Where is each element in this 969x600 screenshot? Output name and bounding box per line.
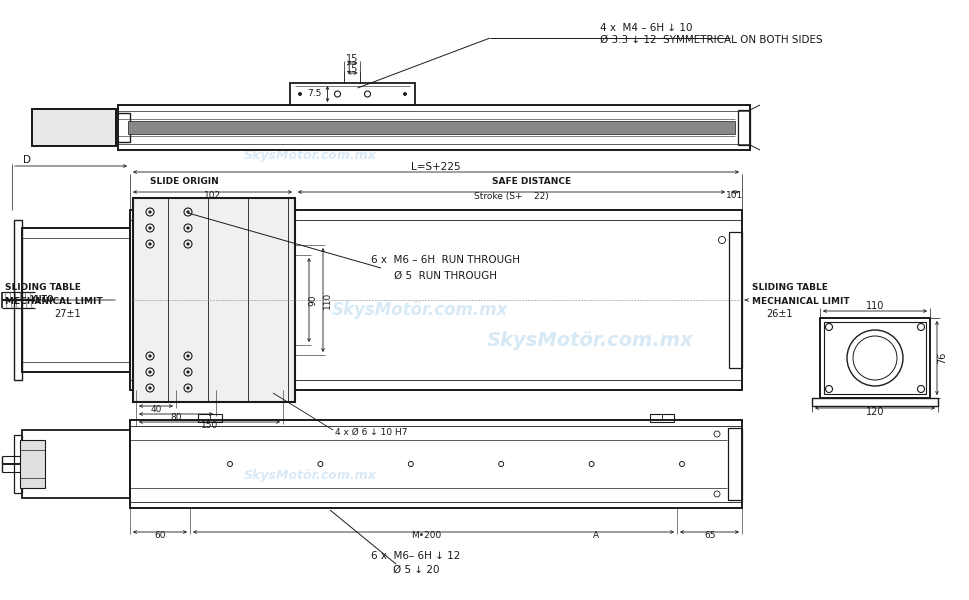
Bar	[32, 109, 116, 146]
Text: MECHANICAL LIMIT: MECHANICAL LIMIT	[751, 296, 849, 305]
Text: 150: 150	[201, 421, 218, 431]
Bar	[130, 210, 741, 390]
Text: D: D	[23, 155, 31, 165]
Text: 101: 101	[726, 191, 743, 200]
Bar	[20, 440, 45, 488]
Text: 15: 15	[346, 64, 359, 74]
Text: 6 x  M6– 6H ↓ 12: 6 x M6– 6H ↓ 12	[371, 551, 460, 561]
Bar	[819, 318, 929, 398]
Text: 4 x  M4 – 6H ↓ 10: 4 x M4 – 6H ↓ 10	[600, 23, 692, 33]
Bar	[14, 435, 22, 493]
Bar	[32, 109, 116, 146]
Text: SAFE DISTANCE: SAFE DISTANCE	[491, 178, 571, 187]
Text: L=S+225: L=S+225	[411, 162, 460, 172]
Text: SkysMotör.com.mx: SkysMotör.com.mx	[486, 331, 693, 349]
Text: Ø 3.3 ↓ 12  SYMMETRICAL ON BOTH SIDES: Ø 3.3 ↓ 12 SYMMETRICAL ON BOTH SIDES	[600, 35, 822, 45]
Text: SkysMotör.com.mx: SkysMotör.com.mx	[243, 148, 376, 161]
Text: SkysMotör.com.mx: SkysMotör.com.mx	[331, 301, 508, 319]
Text: MECHANICAL LIMIT: MECHANICAL LIMIT	[5, 296, 103, 305]
Text: M•200: M•200	[411, 532, 441, 541]
Text: SkysMotör.com.mx: SkysMotör.com.mx	[243, 469, 376, 481]
Circle shape	[187, 387, 189, 389]
Bar	[649, 414, 673, 422]
Circle shape	[298, 92, 301, 95]
Bar	[737, 110, 749, 145]
Text: 26±1: 26±1	[766, 309, 793, 319]
Bar	[116, 113, 130, 142]
Circle shape	[148, 211, 151, 213]
Text: 65: 65	[703, 532, 715, 541]
Text: 60: 60	[154, 532, 166, 541]
Circle shape	[148, 243, 151, 245]
Bar	[128, 121, 735, 134]
Text: 110: 110	[322, 292, 331, 308]
Circle shape	[148, 355, 151, 357]
Text: 40: 40	[150, 406, 162, 415]
Text: 6 x  M6 – 6H  RUN THROUGH: 6 x M6 – 6H RUN THROUGH	[371, 255, 520, 265]
Bar	[823, 322, 925, 394]
Circle shape	[187, 227, 189, 229]
Bar	[198, 414, 222, 422]
Bar	[811, 398, 937, 406]
Bar	[14, 220, 22, 380]
Bar	[728, 428, 741, 500]
Circle shape	[403, 92, 406, 95]
Text: 120: 120	[865, 407, 884, 417]
Circle shape	[187, 371, 189, 373]
Text: 7.5: 7.5	[307, 89, 321, 98]
Text: 27±1: 27±1	[54, 309, 81, 319]
Text: 102: 102	[203, 191, 221, 200]
Circle shape	[187, 355, 189, 357]
Text: 4 x Ø 6 ↓ 10 H7: 4 x Ø 6 ↓ 10 H7	[334, 427, 407, 437]
Text: 90: 90	[308, 294, 317, 306]
Circle shape	[187, 211, 189, 213]
Text: Ø 5  RUN THROUGH: Ø 5 RUN THROUGH	[394, 271, 497, 281]
Text: SLIDE ORIGIN: SLIDE ORIGIN	[150, 178, 219, 187]
Bar	[118, 105, 749, 150]
Text: Ø 5 ↓ 20: Ø 5 ↓ 20	[392, 565, 439, 575]
Text: YUTO: YUTO	[30, 295, 53, 304]
Text: SLIDING TABLE: SLIDING TABLE	[751, 283, 827, 292]
Text: 76: 76	[936, 352, 946, 364]
Circle shape	[148, 227, 151, 229]
Circle shape	[148, 387, 151, 389]
Bar	[729, 232, 741, 368]
Bar	[130, 420, 741, 508]
Bar	[133, 198, 295, 402]
Text: A: A	[592, 532, 599, 541]
Circle shape	[187, 243, 189, 245]
Text: 110: 110	[865, 301, 884, 311]
Circle shape	[148, 371, 151, 373]
Text: Stroke (S+    22): Stroke (S+ 22)	[474, 191, 548, 200]
Bar	[290, 83, 415, 105]
Text: 80: 80	[171, 413, 181, 422]
Bar	[22, 430, 130, 498]
Text: 15: 15	[346, 54, 359, 64]
Bar	[22, 228, 130, 372]
Text: SLIDING TABLE: SLIDING TABLE	[5, 283, 80, 292]
